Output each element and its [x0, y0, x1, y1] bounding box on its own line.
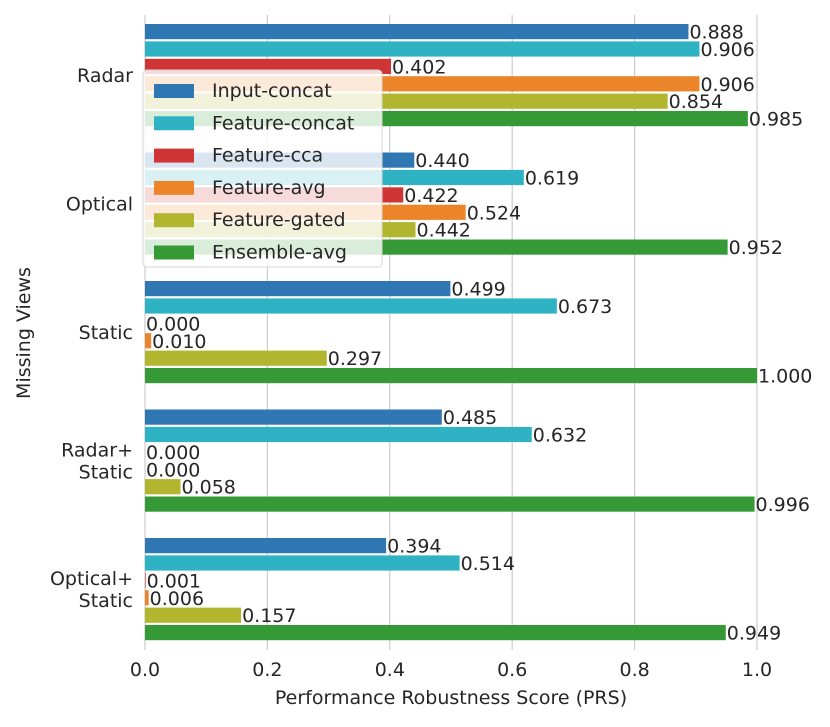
legend-swatch	[154, 116, 194, 130]
bar-value-label: 0.619	[525, 168, 579, 190]
bar-value-label: 0.394	[387, 536, 441, 558]
y-category-label: Static	[79, 322, 133, 344]
bar-value-label: 0.514	[461, 553, 515, 575]
bar	[145, 573, 146, 588]
legend-swatch	[154, 246, 194, 260]
x-tick-label: 1.0	[742, 659, 772, 681]
bar-value-label: 0.996	[756, 494, 810, 516]
bar	[145, 41, 699, 56]
y-category-label-line: Static	[79, 462, 133, 484]
bar	[145, 608, 241, 623]
y-category-label-line: Radar+	[61, 440, 133, 462]
y-axis-title: Missing Views	[13, 267, 35, 399]
bar-value-label: 0.442	[417, 220, 471, 242]
bar-value-label: 0.906	[700, 39, 754, 61]
bar	[145, 24, 688, 39]
bar-value-label: 0.297	[328, 348, 382, 370]
bar	[145, 298, 557, 313]
bar	[145, 625, 726, 640]
bar-value-label: 0.854	[669, 91, 723, 113]
legend-swatch	[154, 84, 194, 98]
bar-value-label: 0.632	[533, 425, 587, 447]
bar	[145, 333, 151, 348]
y-category-label-line: Optical	[66, 194, 133, 216]
y-category-label-line: Static	[79, 322, 133, 344]
legend-label: Feature-avg	[212, 177, 326, 199]
bar	[145, 590, 149, 605]
bar-value-label: 0.952	[729, 237, 783, 259]
legend-swatch	[154, 213, 194, 227]
bar	[145, 281, 450, 296]
x-tick-label: 0.6	[497, 659, 527, 681]
legend-label: Input-concat	[212, 80, 332, 102]
bar	[145, 368, 757, 383]
bar	[145, 538, 386, 553]
y-category-label-line: Static	[79, 590, 133, 612]
bar	[145, 427, 532, 442]
x-tick-label: 0.4	[375, 659, 405, 681]
bar-value-label: 0.402	[392, 56, 446, 78]
y-category-label-line: Radar	[77, 65, 133, 87]
bar-chart: 0.8880.9060.4020.9060.8540.9850.4400.619…	[0, 0, 830, 723]
bar	[145, 351, 327, 366]
chart-container: 0.888 0.906 0.402 0.906 0.854 0.985 0.440 0.619…	[0, 0, 830, 723]
y-category-label: Optical	[66, 194, 133, 216]
legend-swatch	[154, 149, 194, 163]
x-tick-label: 0.2	[252, 659, 282, 681]
y-category-label: Radar+ Static	[61, 440, 133, 484]
bar	[145, 479, 180, 494]
bar-value-label: 0.422	[404, 185, 458, 207]
bar-value-label: 1.000	[758, 366, 812, 388]
bar-value-label: 0.006	[150, 588, 204, 610]
bar-value-label: 0.673	[558, 296, 612, 318]
legend-label: Feature-concat	[212, 112, 354, 134]
y-category-label: Radar	[77, 65, 133, 87]
legend-label: Feature-gated	[212, 209, 346, 231]
bar	[145, 555, 460, 570]
bar-value-label: 0.524	[467, 202, 521, 224]
x-axis-title: Performance Robustness Score (PRS)	[275, 687, 627, 709]
bar	[145, 410, 442, 425]
bar-value-label: 0.485	[443, 407, 497, 429]
y-category-label-line: Optical+	[50, 568, 133, 590]
y-category-label: Optical+ Static	[50, 568, 133, 612]
legend: Input-concat Feature-concat Feature-cca Fea…	[143, 70, 382, 267]
bar	[145, 497, 755, 512]
bar-value-label: 0.058	[181, 477, 235, 499]
bar-value-label: 0.949	[727, 623, 781, 645]
legend-swatch	[154, 181, 194, 195]
x-tick-label: 0.8	[619, 659, 649, 681]
legend-label: Feature-cca	[212, 145, 323, 167]
legend-label: Ensemble-avg	[212, 242, 347, 264]
x-tick-label: 0.0	[130, 659, 160, 681]
bar-value-label: 0.985	[749, 109, 803, 131]
bar-value-label: 0.499	[451, 279, 505, 301]
bar-value-label: 0.440	[415, 150, 469, 172]
bar-value-label: 0.157	[242, 605, 296, 627]
bar-value-label: 0.010	[152, 331, 206, 353]
